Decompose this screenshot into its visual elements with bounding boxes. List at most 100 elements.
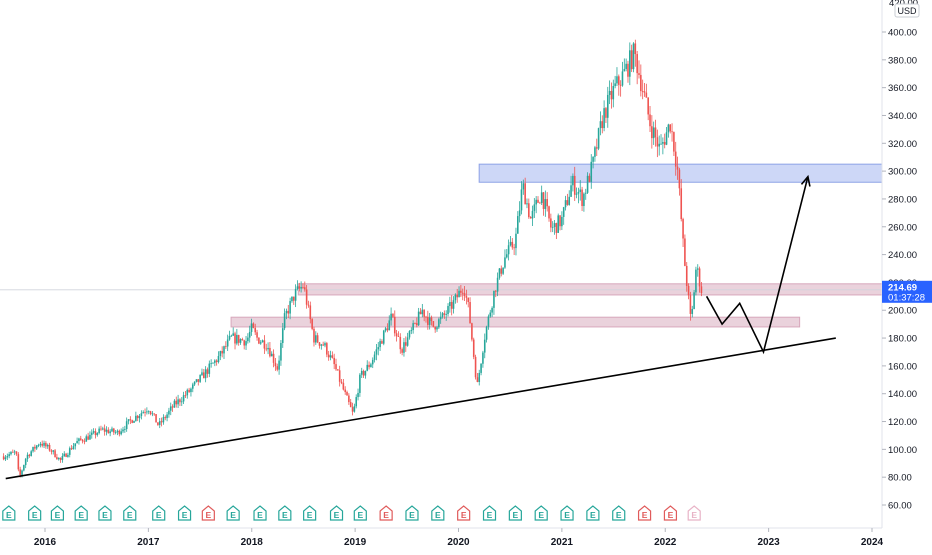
earnings-marker[interactable]: E [253, 505, 267, 521]
earnings-marker[interactable]: E [508, 505, 522, 521]
candle-body [518, 210, 521, 217]
candle-body [225, 346, 227, 348]
earnings-marker[interactable]: E [534, 505, 548, 521]
candle-body [608, 90, 611, 95]
candle-body [447, 306, 449, 315]
candle-body [103, 428, 106, 432]
earnings-marker[interactable]: E [329, 505, 344, 521]
candle-body [302, 287, 304, 288]
earnings-marker[interactable]: E [431, 505, 445, 521]
candle-body [236, 334, 238, 344]
earnings-marker[interactable]: E [28, 505, 42, 521]
candle-body [647, 97, 649, 115]
earnings-marker[interactable]: E [201, 505, 215, 521]
candle-body [467, 297, 470, 303]
candle-body [377, 347, 380, 350]
earnings-marker-shape [303, 505, 317, 521]
y-tick-label: 60.00 [888, 501, 912, 512]
candle-body [458, 290, 460, 298]
earnings-marker[interactable]: E [379, 505, 393, 521]
earnings-marker[interactable]: E [303, 505, 317, 521]
candle-body [551, 226, 554, 228]
y-tick-label: 160.00 [888, 361, 917, 372]
candle-body [696, 268, 699, 270]
earnings-marker-shape [457, 505, 471, 521]
candle-body [67, 454, 69, 457]
candle-body [217, 356, 220, 363]
candle-body [270, 353, 273, 357]
earnings-marker-shape [201, 505, 215, 521]
candle-body [382, 330, 385, 344]
earnings-marker-shape [329, 505, 344, 521]
candle-body [83, 441, 86, 443]
earnings-marker[interactable]: E [278, 505, 292, 521]
candle-body [687, 285, 690, 296]
candle-body [230, 335, 233, 337]
earnings-marker[interactable]: E [2, 505, 16, 521]
y-tick-label: 240.00 [888, 250, 917, 261]
candle-body [511, 241, 514, 248]
candle-body [489, 312, 492, 317]
candle-body [482, 352, 484, 364]
candle-body [500, 268, 503, 274]
candle-body [403, 342, 405, 353]
candle-body [158, 421, 161, 425]
candle-body [8, 454, 10, 457]
earnings-marker[interactable]: E [637, 505, 652, 521]
candle-body [625, 63, 627, 69]
candle-body [651, 126, 653, 139]
earnings-marker-label: E [32, 510, 38, 520]
candle-body [316, 335, 319, 343]
candle-body [272, 353, 275, 363]
earnings-marker[interactable]: E [226, 505, 240, 521]
candle-body [353, 406, 356, 412]
candle-body [515, 233, 517, 249]
candle-body [652, 127, 655, 139]
time-axis[interactable]: 2016 2017 2018 2019 2020 2021 2022 2023 2024 [0, 527, 932, 550]
candle-body [252, 323, 255, 328]
candle-body [114, 432, 117, 434]
candle-body [535, 199, 537, 205]
earnings-marker[interactable]: E [50, 505, 65, 521]
currency-label: USD [897, 6, 917, 16]
candle-body [414, 323, 416, 324]
candle-body [125, 421, 128, 430]
candle-body [100, 428, 102, 430]
earnings-marker[interactable]: E [586, 505, 600, 521]
candle-body [472, 339, 475, 357]
candle-body [131, 420, 133, 423]
candle-body [384, 328, 387, 331]
earnings-marker[interactable]: E [482, 505, 497, 521]
candle-body [331, 355, 334, 358]
earnings-marker[interactable]: E [74, 505, 88, 521]
candle-body [72, 446, 75, 450]
candle-body [153, 413, 156, 415]
candle-body [309, 305, 312, 320]
earnings-marker[interactable]: E [560, 505, 574, 521]
candle-body [342, 382, 345, 390]
x-tick-label: 2021 [551, 537, 574, 548]
earnings-marker[interactable]: E [353, 505, 367, 521]
candle-body [379, 341, 381, 348]
candle-body [401, 349, 403, 353]
earnings-marker[interactable]: E [177, 505, 192, 521]
candle-body [641, 91, 644, 92]
earnings-marker[interactable]: E [663, 505, 678, 521]
candle-body [68, 448, 71, 455]
candle-body [85, 436, 88, 442]
candle-body [399, 336, 402, 350]
earnings-marker[interactable]: E [405, 505, 419, 521]
earnings-marker[interactable]: E [687, 505, 701, 521]
earnings-marker[interactable]: E [152, 505, 166, 521]
candle-body [685, 265, 688, 286]
earnings-marker[interactable]: E [612, 505, 626, 521]
earnings-marker-shape [586, 505, 600, 521]
earnings-marker[interactable]: E [98, 505, 112, 521]
candle-body [502, 267, 504, 274]
earnings-marker[interactable]: E [457, 505, 471, 521]
price-axis[interactable]: 420.00400.00380.00360.00340.00320.00300.… [881, 0, 932, 550]
earnings-marker[interactable]: E [123, 505, 137, 521]
candle-body [276, 366, 279, 370]
